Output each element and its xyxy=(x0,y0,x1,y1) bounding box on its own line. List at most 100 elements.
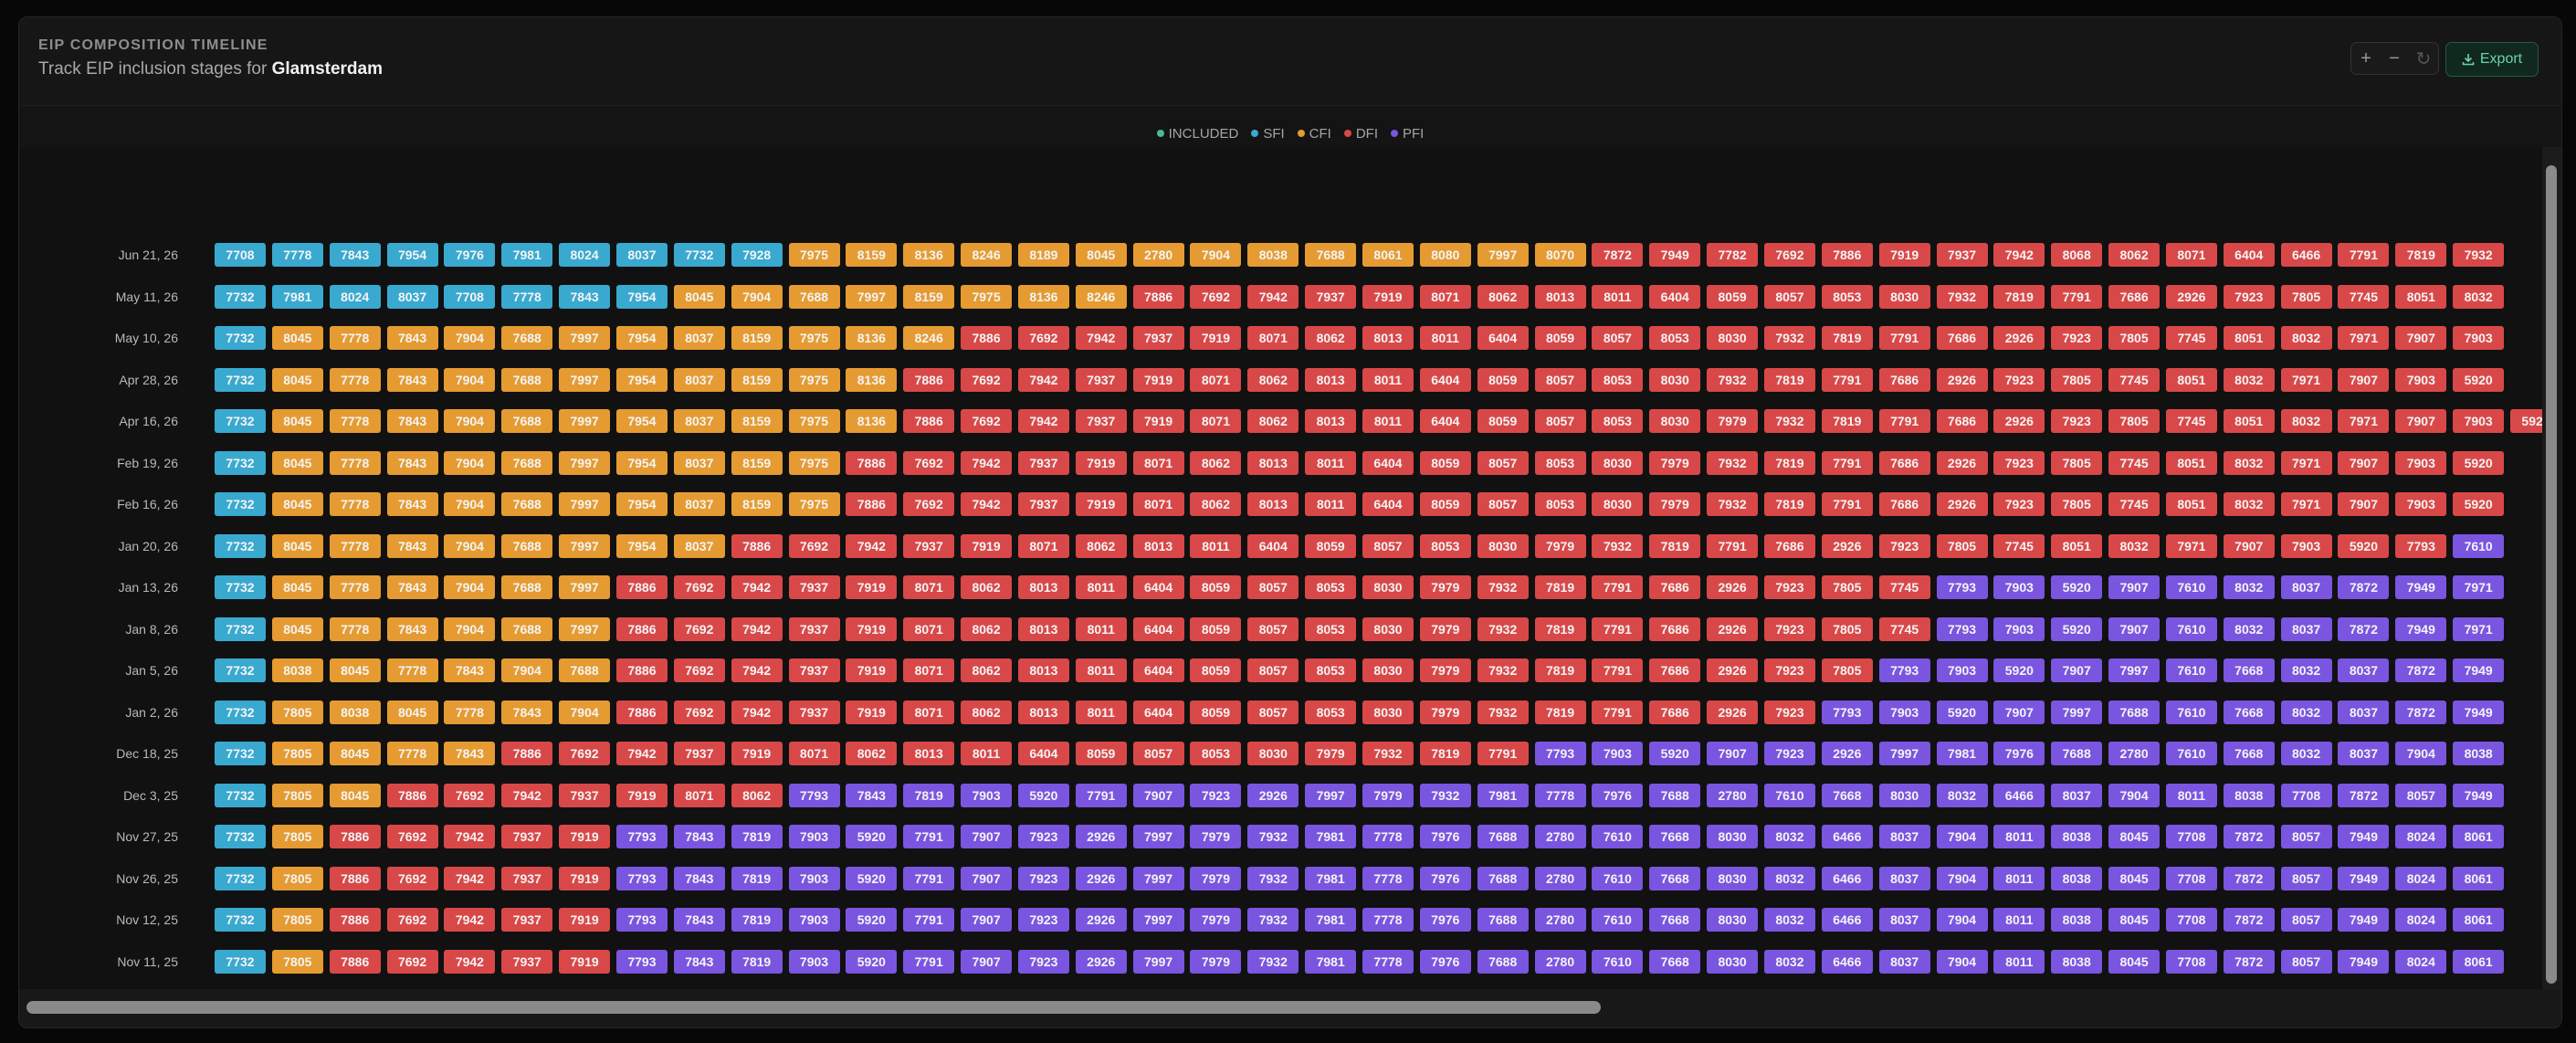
eip-cell-pfi[interactable]: 7997 xyxy=(1878,742,1930,765)
eip-cell-dfi[interactable]: 7791 xyxy=(1592,616,1644,641)
eip-cell-pfi[interactable]: 8024 xyxy=(2395,949,2447,974)
eip-cell-dfi[interactable]: 8062 xyxy=(1190,492,1242,516)
eip-cell-dfi[interactable]: 7805 xyxy=(1821,658,1873,682)
eip-cell-pfi[interactable]: 8038 xyxy=(2223,783,2275,807)
eip-cell-sfi[interactable]: 8024 xyxy=(329,284,381,309)
eip-cell-dfi[interactable]: 7937 xyxy=(1132,326,1184,350)
eip-cell-dfi[interactable]: 7791 xyxy=(1707,533,1759,558)
eip-cell-dfi[interactable]: 8032 xyxy=(2280,326,2332,350)
eip-cell-dfi[interactable]: 8059 xyxy=(1419,492,1471,516)
eip-cell-dfi[interactable]: 8071 xyxy=(788,742,840,765)
eip-cell-dfi[interactable]: 7919 xyxy=(846,658,898,682)
eip-cell-dfi[interactable]: 7932 xyxy=(1707,492,1759,516)
eip-cell-cfi[interactable]: 7778 xyxy=(386,742,438,765)
eip-cell-pfi[interactable]: 2926 xyxy=(1075,866,1127,890)
eip-cell-cfi[interactable]: 7778 xyxy=(329,616,381,641)
eip-cell-dfi[interactable]: 8057 xyxy=(1477,450,1529,475)
eip-cell-dfi[interactable]: 2926 xyxy=(1707,616,1759,641)
eip-cell-dfi[interactable]: 7791 xyxy=(2051,284,2103,309)
eip-cell-dfi[interactable]: 8062 xyxy=(961,616,1013,641)
eip-cell-dfi[interactable]: 8013 xyxy=(903,742,955,765)
eip-cell-dfi[interactable]: 8013 xyxy=(1247,450,1299,475)
eip-cell-pfi[interactable]: 7997 xyxy=(1132,866,1184,890)
eip-cell-pfi[interactable]: 7903 xyxy=(1936,658,1988,682)
eip-cell-dfi[interactable]: 7919 xyxy=(1075,492,1127,516)
eip-cell-cfi[interactable]: 8246 xyxy=(961,243,1013,267)
eip-cell-dfi[interactable]: 7745 xyxy=(1878,616,1930,641)
eip-cell-dfi[interactable]: 7886 xyxy=(615,616,668,641)
eip-cell-pfi[interactable]: 7819 xyxy=(731,949,783,974)
eip-cell-pfi[interactable]: 5920 xyxy=(1649,742,1701,765)
eip-cell-pfi[interactable]: 7793 xyxy=(1878,658,1930,682)
eip-cell-pfi[interactable]: 5920 xyxy=(1936,700,1988,724)
eip-cell-dfi[interactable]: 8062 xyxy=(1305,326,1357,350)
eip-cell-dfi[interactable]: 6404 xyxy=(2223,243,2275,267)
eip-cell-pfi[interactable]: 8037 xyxy=(1878,825,1930,848)
eip-cell-sfi[interactable]: 7976 xyxy=(444,243,496,267)
eip-cell-pfi[interactable]: 7688 xyxy=(1649,783,1701,807)
eip-cell-pfi[interactable]: 7688 xyxy=(1477,908,1529,932)
eip-cell-cfi[interactable]: 8136 xyxy=(846,409,898,433)
eip-cell-dfi[interactable]: 8071 xyxy=(903,700,955,724)
eip-cell-dfi[interactable]: 6404 xyxy=(1132,658,1184,682)
eip-cell-pfi[interactable]: 7981 xyxy=(1305,825,1357,848)
eip-cell-cfi[interactable]: 7843 xyxy=(444,742,496,765)
eip-cell-pfi[interactable]: 8037 xyxy=(2338,700,2390,724)
eip-cell-pfi[interactable]: 8011 xyxy=(1993,908,2045,932)
eip-cell-pfi[interactable]: 7976 xyxy=(1419,866,1471,890)
eip-cell-pfi[interactable]: 8032 xyxy=(2280,658,2332,682)
eip-cell-dfi[interactable]: 7819 xyxy=(1763,367,1815,392)
eip-cell-dfi[interactable]: 8053 xyxy=(1821,284,1873,309)
eip-cell-dfi[interactable]: 7692 xyxy=(559,742,611,765)
eip-cell-pfi[interactable]: 8030 xyxy=(1878,783,1930,807)
eip-cell-dfi[interactable]: 8011 xyxy=(1305,492,1357,516)
eip-cell-dfi[interactable]: 7942 xyxy=(1017,367,1069,392)
eip-cell-dfi[interactable]: 7745 xyxy=(2165,409,2217,433)
eip-cell-pfi[interactable]: 7708 xyxy=(2280,783,2332,807)
eip-cell-dfi[interactable]: 7791 xyxy=(1821,367,1873,392)
eip-cell-cfi[interactable]: 7688 xyxy=(501,616,553,641)
eip-cell-dfi[interactable]: 7745 xyxy=(2108,450,2161,475)
eip-cell-pfi[interactable]: 8032 xyxy=(2223,575,2275,599)
eip-cell-dfi[interactable]: 8062 xyxy=(1247,367,1299,392)
eip-cell-cfi[interactable]: 8045 xyxy=(271,367,323,392)
eip-cell-dfi[interactable]: 7791 xyxy=(1878,409,1930,433)
eip-cell-pfi[interactable]: 7949 xyxy=(2453,658,2505,682)
eip-cell-dfi[interactable]: 2926 xyxy=(1936,367,1988,392)
eip-cell-dfi[interactable]: 8011 xyxy=(1362,367,1414,392)
eip-cell-dfi[interactable]: 2926 xyxy=(1821,533,1873,558)
eip-cell-cfi[interactable]: 8070 xyxy=(1534,243,1586,267)
eip-cell-dfi[interactable]: 7932 xyxy=(1477,616,1529,641)
legend-item-included[interactable]: INCLUDED xyxy=(1156,126,1238,142)
eip-cell-sfi[interactable]: 8037 xyxy=(615,243,668,267)
eip-cell-dfi[interactable]: 7686 xyxy=(1878,367,1930,392)
eip-cell-cfi[interactable]: 7843 xyxy=(501,700,553,724)
vertical-scrollbar[interactable] xyxy=(2542,147,2561,989)
eip-cell-dfi[interactable]: 7692 xyxy=(1763,243,1815,267)
eip-cell-dfi[interactable]: 8011 xyxy=(1075,616,1127,641)
eip-cell-dfi[interactable]: 5920 xyxy=(2453,367,2505,392)
eip-cell-cfi[interactable]: 7904 xyxy=(444,575,496,599)
eip-cell-dfi[interactable]: 7886 xyxy=(329,908,381,932)
eip-cell-dfi[interactable]: 6404 xyxy=(1017,742,1069,765)
eip-cell-pfi[interactable]: 2926 xyxy=(1075,825,1127,848)
eip-cell-sfi[interactable]: 7981 xyxy=(271,284,323,309)
eip-cell-cfi[interactable]: 7904 xyxy=(444,409,496,433)
eip-cell-dfi[interactable]: 7942 xyxy=(444,908,496,932)
eip-cell-sfi[interactable]: 8037 xyxy=(386,284,438,309)
eip-cell-dfi[interactable]: 7819 xyxy=(1534,700,1586,724)
eip-cell-dfi[interactable]: 7819 xyxy=(1534,575,1586,599)
eip-cell-cfi[interactable]: 7843 xyxy=(386,533,438,558)
eip-cell-dfi[interactable]: 7791 xyxy=(1821,450,1873,475)
eip-cell-dfi[interactable]: 7919 xyxy=(1878,243,1930,267)
eip-cell-dfi[interactable]: 7805 xyxy=(2108,409,2161,433)
eip-cell-pfi[interactable]: 7907 xyxy=(2051,658,2103,682)
eip-cell-dfi[interactable]: 7923 xyxy=(2051,409,2103,433)
eip-cell-pfi[interactable]: 7668 xyxy=(2223,742,2275,765)
eip-cell-dfi[interactable]: 7942 xyxy=(615,742,668,765)
eip-cell-pfi[interactable]: 8045 xyxy=(2108,949,2161,974)
eip-cell-dfi[interactable]: 8071 xyxy=(1190,409,1242,433)
eip-cell-dfi[interactable]: 7886 xyxy=(329,825,381,848)
eip-cell-dfi[interactable]: 7692 xyxy=(673,658,725,682)
eip-cell-cfi[interactable]: 8037 xyxy=(673,326,725,350)
